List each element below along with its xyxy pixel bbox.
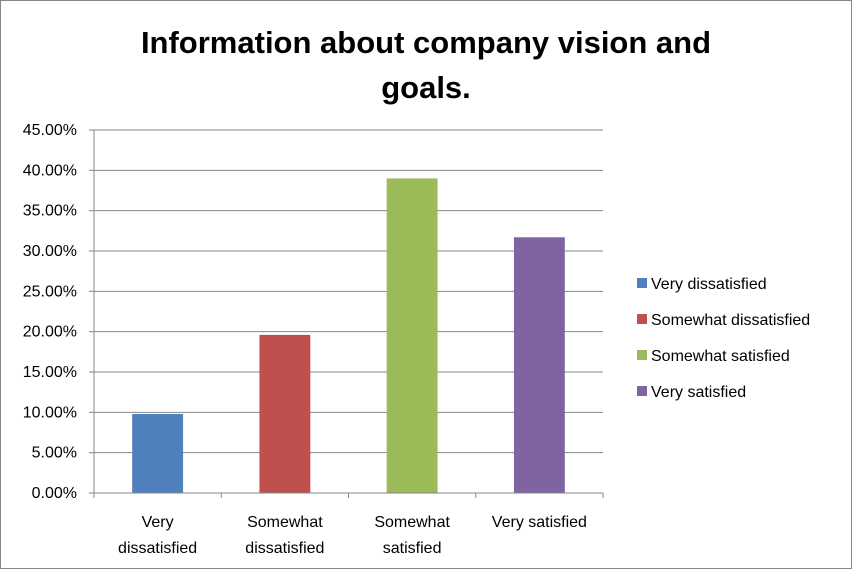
y-tick-label: 5.00% bbox=[32, 445, 77, 462]
y-tick-label: 20.00% bbox=[23, 324, 77, 341]
category-label: Somewhat bbox=[247, 514, 323, 531]
legend-label: Somewhat satisfied bbox=[651, 348, 790, 365]
y-tick-label: 10.00% bbox=[23, 404, 77, 421]
legend-swatch bbox=[637, 350, 647, 360]
chart-title-line-1: Information about company vision and bbox=[141, 25, 711, 60]
chart-title-line-2: goals. bbox=[381, 70, 471, 105]
y-tick-label: 0.00% bbox=[32, 485, 77, 502]
category-label: Very satisfied bbox=[492, 514, 587, 531]
y-tick-label: 15.00% bbox=[23, 364, 77, 381]
category-label: Somewhat bbox=[374, 514, 450, 531]
gridlines bbox=[94, 129, 603, 454]
category-label: dissatisfied bbox=[245, 540, 324, 557]
y-tick-label: 45.00% bbox=[23, 122, 77, 139]
legend-swatch bbox=[637, 314, 647, 324]
y-tick-label: 35.00% bbox=[23, 203, 77, 220]
bar bbox=[386, 178, 438, 493]
y-tick-labels: 0.00% 5.00% 10.00% 15.00% 20.00% 25.00% 30.00%… bbox=[23, 122, 77, 502]
y-tick-label: 25.00% bbox=[23, 283, 77, 300]
y-tick-label: 40.00% bbox=[23, 162, 77, 179]
legend-swatch bbox=[637, 278, 647, 288]
bar bbox=[513, 237, 565, 493]
legend-label: Somewhat dissatisfied bbox=[651, 312, 810, 329]
category-label: dissatisfied bbox=[118, 540, 197, 557]
bar bbox=[259, 334, 311, 493]
category-label: Very bbox=[142, 514, 174, 531]
legend-label: Very satisfied bbox=[651, 384, 746, 401]
legend-swatch bbox=[637, 386, 647, 396]
category-labels: Very dissatisfied Somewhat dissatisfied Some… bbox=[118, 514, 587, 557]
legend: Very dissatisfied Somewhat dissatisfied So… bbox=[637, 276, 810, 401]
category-label: satisfied bbox=[383, 540, 442, 557]
bars bbox=[132, 178, 565, 493]
bar bbox=[132, 413, 184, 493]
axes bbox=[89, 129, 604, 498]
legend-label: Very dissatisfied bbox=[651, 276, 767, 293]
y-tick-label: 30.00% bbox=[23, 243, 77, 260]
